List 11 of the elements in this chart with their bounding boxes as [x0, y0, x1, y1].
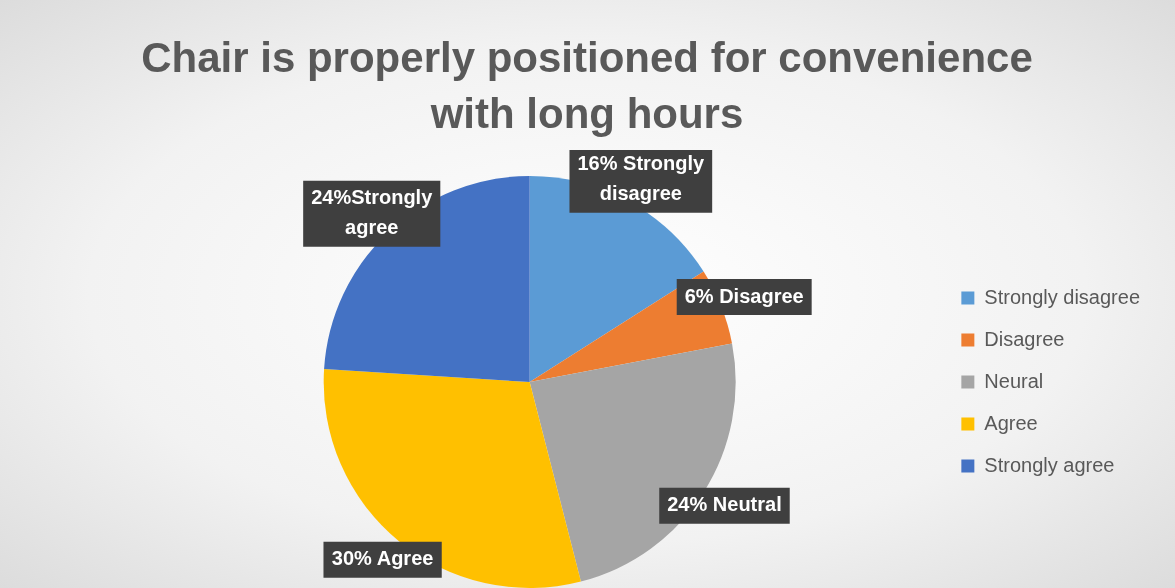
- legend-label: Disagree: [984, 327, 1065, 350]
- data-label: 30% Agree: [331, 547, 434, 570]
- legend-label: Neural: [984, 369, 1044, 392]
- legend-label: Agree: [984, 411, 1038, 434]
- data-label: 24% Neutral: [667, 493, 782, 516]
- chart-title: Chair is properly positioned for convenience with long hours: [140, 33, 1034, 139]
- data-label: 24%Strongly agree: [311, 186, 434, 239]
- data-label: 16% Strongly disagree: [577, 152, 706, 205]
- data-label: 6% Disagree: [684, 284, 804, 307]
- legend-label: Strongly disagree: [984, 285, 1141, 308]
- legend-label: Strongly agree: [984, 453, 1115, 476]
